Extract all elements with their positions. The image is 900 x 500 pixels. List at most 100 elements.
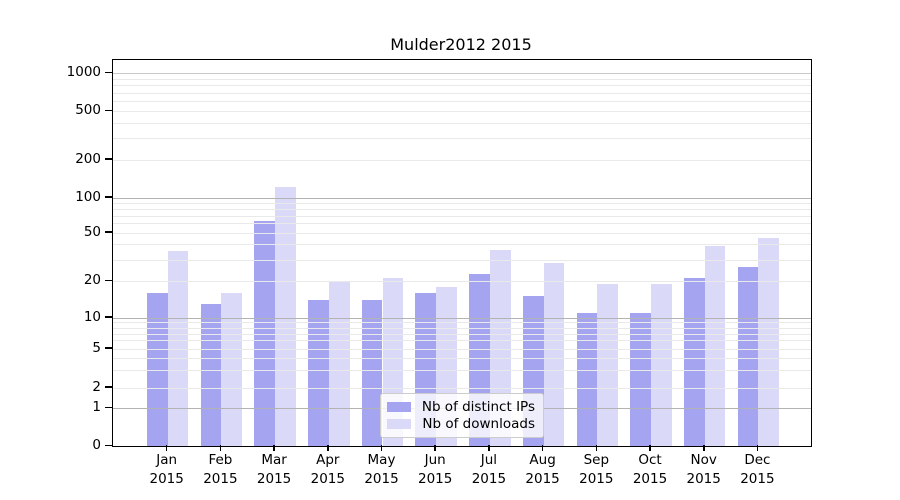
gridline-minor: [113, 370, 811, 372]
legend-label-downloads: Nb of downloads: [422, 416, 535, 432]
x-tick-label-mar: Mar 2015: [256, 452, 292, 487]
y-tick-mark: [105, 316, 112, 318]
y-tick-label: 500: [75, 102, 101, 118]
bar-downloads-nov: [704, 245, 726, 446]
y-tick-mark: [105, 386, 112, 388]
gridline-minor: [113, 327, 811, 329]
gridline-minor: [113, 340, 811, 342]
bar-distinct-ips-may: [361, 299, 383, 446]
bar-downloads-mar: [275, 186, 296, 446]
y-tick-mark: [105, 158, 112, 160]
x-tick-mark: [703, 445, 705, 451]
y-tick-label: 2: [92, 378, 101, 395]
x-tick-mark: [595, 445, 597, 451]
bar-distinct-ips-sep: [576, 312, 598, 446]
gridline-minor: [113, 73, 811, 74]
gridline-minor: [113, 159, 811, 161]
y-tick-mark: [105, 196, 112, 198]
x-tick-label-jul: Jul 2015: [471, 452, 507, 487]
gridline-minor: [113, 387, 811, 389]
gridline-minor: [113, 259, 811, 261]
plot-area: [112, 59, 812, 447]
y-tick-label: 200: [75, 150, 101, 167]
y-tick-mark: [105, 279, 112, 281]
x-tick-label-dec: Dec 2015: [740, 452, 775, 487]
gridline-minor: [113, 202, 811, 204]
gridline-major: [113, 317, 811, 319]
gridline-minor: [113, 244, 811, 246]
y-tick-mark: [105, 406, 112, 408]
gridline-minor: [113, 92, 811, 94]
x-tick-label-jun: Jun 2015: [418, 452, 453, 487]
bar-distinct-ips-nov: [683, 278, 705, 446]
y-tick-label: 100: [75, 188, 101, 205]
y-tick-label: 5: [92, 339, 101, 356]
bar-downloads-feb: [221, 292, 243, 446]
x-tick-label-apr: Apr 2015: [310, 452, 345, 487]
gridline-minor: [113, 85, 811, 87]
bar-distinct-ips-mar: [254, 220, 276, 446]
gridline-minor: [113, 122, 811, 124]
x-tick-mark: [165, 445, 168, 451]
bar-downloads-oct: [651, 283, 672, 446]
bar-downloads-dec: [758, 238, 780, 446]
gridline-minor: [113, 101, 811, 102]
legend: Nb of distinct IPs Nb of downloads: [380, 393, 544, 438]
legend-item-downloads: Nb of downloads: [387, 416, 535, 432]
y-tick-label: 1: [92, 399, 101, 415]
y-tick-label: 50: [83, 223, 101, 240]
legend-label-distinct-ips: Nb of distinct IPs: [421, 399, 535, 415]
bar-downloads-aug: [543, 263, 565, 446]
y-tick-mark: [105, 347, 112, 349]
legend-swatch-downloads-icon: [387, 419, 411, 429]
gridline-minor: [113, 333, 811, 335]
chart-title: Mulder2012 2015: [390, 35, 532, 54]
x-tick-label-sep: Sep 2015: [579, 452, 614, 487]
gridline-minor: [113, 215, 811, 217]
x-tick-label-oct: Oct 2015: [632, 452, 668, 487]
x-tick-mark: [541, 445, 544, 451]
x-tick-label-may: May 2015: [364, 452, 399, 487]
gridline-minor: [113, 111, 811, 112]
y-tick-label: 10: [83, 308, 101, 325]
y-tick-label: 1000: [66, 64, 101, 80]
x-tick-label-aug: Aug 2015: [525, 452, 560, 487]
y-tick-label: 20: [83, 272, 101, 288]
gridline-minor: [113, 78, 811, 80]
gridline-minor: [113, 232, 811, 234]
gridline-minor: [113, 322, 811, 324]
y-tick-label: 0: [92, 437, 101, 453]
gridline-minor: [113, 223, 811, 225]
x-tick-mark: [756, 445, 759, 451]
x-tick-mark: [649, 445, 651, 451]
x-tick-mark: [219, 445, 222, 451]
x-tick-label-feb: Feb 2015: [203, 452, 238, 487]
bar-distinct-ips-feb: [200, 303, 222, 446]
x-tick-label-jan: Jan 2015: [149, 452, 184, 487]
gridline-major: [113, 197, 811, 199]
y-tick-mark: [105, 71, 112, 73]
gridline-minor: [113, 138, 811, 139]
y-tick-mark: [105, 109, 112, 111]
x-tick-mark: [488, 445, 490, 451]
y-tick-mark: [105, 444, 112, 446]
gridline-minor: [113, 281, 811, 282]
bar-distinct-ips-jan: [146, 292, 168, 446]
bar-downloads-apr: [328, 281, 350, 446]
x-tick-mark: [327, 445, 329, 451]
y-tick-mark: [105, 231, 112, 233]
x-tick-mark: [273, 445, 275, 451]
x-tick-label-nov: Nov 2015: [686, 452, 721, 487]
bar-downloads-sep: [597, 283, 619, 446]
legend-swatch-distinct-ips-icon: [387, 402, 411, 412]
gridline-minor: [113, 208, 811, 210]
x-tick-mark: [380, 445, 383, 451]
legend-item-distinct-ips: Nb of distinct IPs: [387, 399, 535, 415]
gridline-minor: [113, 358, 811, 359]
gridline-minor: [113, 348, 811, 350]
bar-distinct-ips-oct: [630, 312, 651, 446]
bar-distinct-ips-dec: [737, 267, 759, 446]
bar-distinct-ips-apr: [308, 299, 329, 446]
x-tick-mark: [434, 445, 436, 451]
